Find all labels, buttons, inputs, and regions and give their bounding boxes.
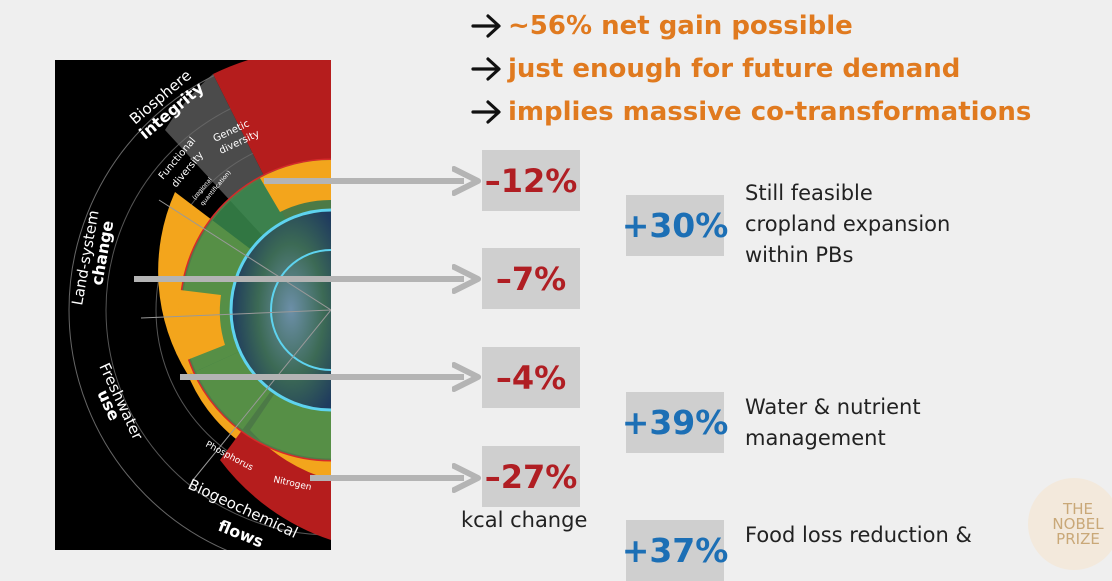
bullet-text: ~56% net gain possible xyxy=(508,10,853,41)
kcal-change-freshwater: –4% xyxy=(482,347,580,408)
measure-desc-water: Water & nutrient management xyxy=(745,392,921,454)
arrow-right-icon xyxy=(452,463,481,493)
connector-arrow-2 xyxy=(134,276,464,282)
planetary-boundaries-diagram: Biosphere integrity Genetic diversity Fu… xyxy=(55,60,331,550)
arrow-right-icon xyxy=(471,99,501,124)
arrow-right-icon xyxy=(452,362,481,392)
bullet-future-demand: just enough for future demand xyxy=(470,47,1031,90)
desc-line: Water & nutrient xyxy=(745,395,921,419)
desc-line: Food loss reduction & xyxy=(745,523,972,547)
kcal-change-nitrogen: –27% xyxy=(482,446,580,507)
arrow-right-icon xyxy=(452,264,481,294)
measure-value-food-loss: +37% xyxy=(622,520,728,581)
measure-desc-cropland: Still feasible cropland expansion within… xyxy=(745,178,950,271)
arrow-right-icon xyxy=(471,56,501,81)
kcal-change-land: –7% xyxy=(482,248,580,309)
measure-value-cropland: +30% xyxy=(622,195,728,256)
headline-bullets: ~56% net gain possible just enough for f… xyxy=(470,4,1031,133)
connector-arrow-4 xyxy=(310,475,464,481)
desc-line: within PBs xyxy=(745,243,854,267)
nobel-prize-logo: THE NOBEL PRIZE xyxy=(1028,478,1112,570)
bullet-text: implies massive co-transformations xyxy=(508,96,1032,127)
connector-arrow-1 xyxy=(264,178,464,184)
measure-value-water: +39% xyxy=(622,392,728,453)
logo-line: PRIZE xyxy=(1056,529,1100,548)
logo-line: NOBEL xyxy=(1052,514,1104,533)
arrow-right-icon xyxy=(452,166,481,196)
kcal-change-caption: kcal change xyxy=(461,508,588,532)
bullet-co-transformations: implies massive co-transformations xyxy=(470,90,1031,133)
desc-line: cropland expansion xyxy=(745,212,951,236)
bullet-net-gain: ~56% net gain possible xyxy=(470,4,1031,47)
bullet-text: just enough for future demand xyxy=(508,53,961,84)
arrow-right-icon xyxy=(471,13,501,38)
boundary-wheel: Biosphere integrity Genetic diversity Fu… xyxy=(68,60,331,550)
measure-desc-food-loss: Food loss reduction & xyxy=(745,520,972,551)
desc-line: management xyxy=(745,426,886,450)
connector-arrow-3 xyxy=(180,374,464,380)
desc-line: Still feasible xyxy=(745,181,873,205)
kcal-change-biosphere: –12% xyxy=(482,150,580,211)
logo-line: THE xyxy=(1063,499,1093,518)
